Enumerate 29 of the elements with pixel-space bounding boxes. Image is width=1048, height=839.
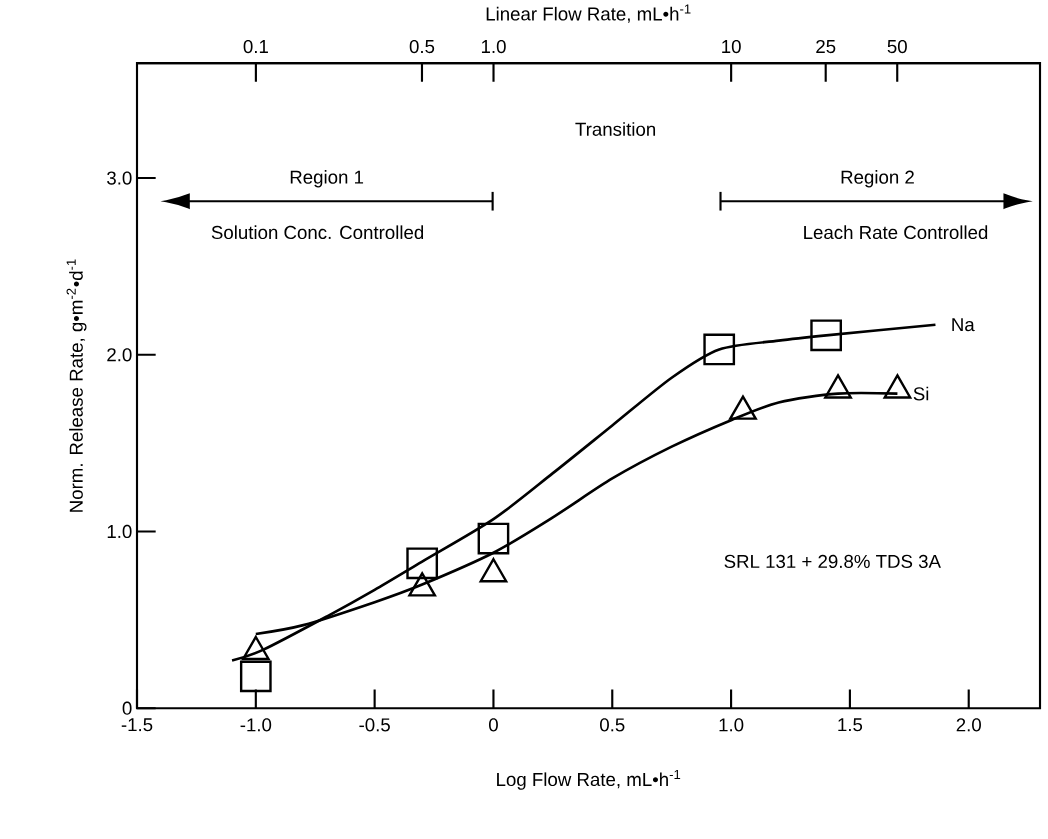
annotation: Transition <box>575 122 656 136</box>
x2-tick-label: 10 <box>722 39 741 54</box>
x-axis-title: Log Flow Rate, mL•h$^{-1}$ <box>497 769 681 790</box>
series-label: Na <box>952 318 975 332</box>
y-tick-label: 2.0 <box>107 348 132 362</box>
x-tick-label: -1.5 <box>121 718 153 732</box>
y-tick-label: 1.0 <box>107 524 132 539</box>
x2-tick-label: 0.1 <box>243 39 268 54</box>
x-tick-label: 0.5 <box>600 718 625 732</box>
annotation: Solution Conc. Controlled <box>211 225 424 239</box>
x-tick-label: 1.0 <box>719 718 744 732</box>
x-tick-label: -0.5 <box>359 718 390 732</box>
x2-axis-title: Linear Flow Rate, mL•h$^{-1}$ <box>486 4 691 23</box>
x-tick-label: -1.0 <box>240 718 272 732</box>
annotation: Region 2 <box>841 169 914 188</box>
y-tick-label: 3.0 <box>107 171 132 185</box>
y-axis-title: Norm. Release Rate, g•m$^{-2}$•d$^{-1}$ <box>66 259 87 512</box>
x-tick-label: 2.0 <box>956 718 981 732</box>
x-tick-label: 1.5 <box>838 718 863 732</box>
x2-tick-label: 50 <box>887 39 907 54</box>
x2-tick-label: 25 <box>816 39 836 54</box>
annotation: Region 1 <box>290 169 364 188</box>
annotation: SRL 131 + 29.8% TDS 3A <box>724 554 941 568</box>
series-label: Si <box>913 386 929 401</box>
x2-tick-label: 0.5 <box>409 39 435 54</box>
y-tick-label: 0 <box>122 701 132 715</box>
x2-tick-label: 1.0 <box>481 39 506 54</box>
annotation: Leach Rate Controlled <box>804 225 988 239</box>
x-tick-label: 0 <box>488 718 498 732</box>
